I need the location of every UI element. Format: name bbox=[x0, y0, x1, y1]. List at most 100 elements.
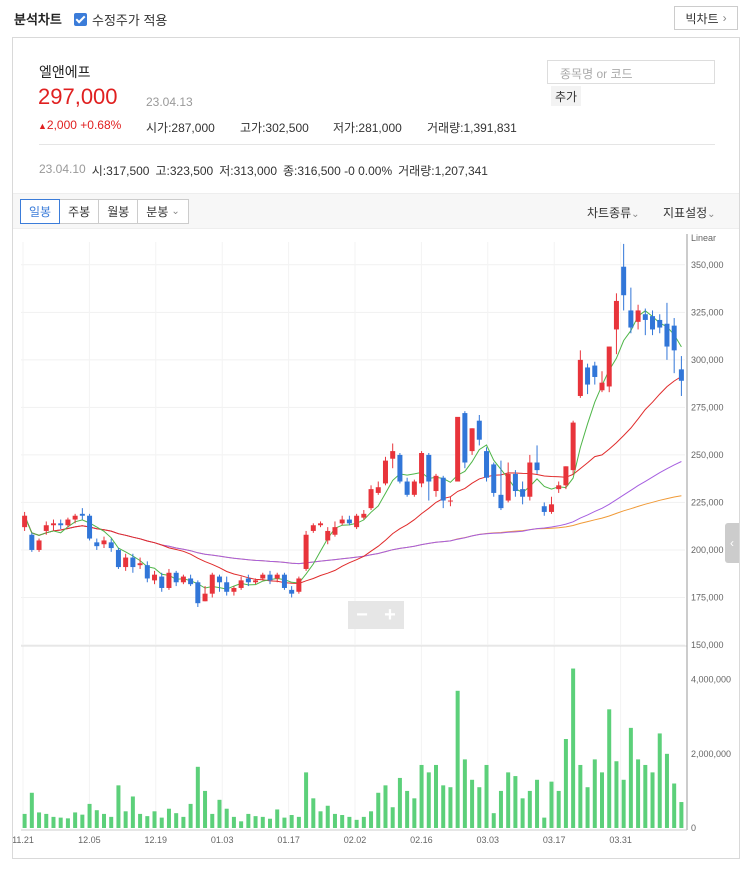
volume-bar bbox=[383, 785, 388, 828]
ma120-line bbox=[24, 495, 682, 565]
candle-body bbox=[289, 589, 295, 594]
candle-body bbox=[375, 487, 381, 493]
candle-body bbox=[592, 365, 598, 377]
volume-bar bbox=[462, 759, 467, 828]
candle-body bbox=[325, 530, 331, 541]
candle-body bbox=[202, 593, 208, 602]
volume-bar bbox=[672, 783, 677, 828]
candle-body bbox=[94, 542, 100, 547]
volume-bar bbox=[369, 811, 374, 828]
adjusted-price-toggle[interactable]: 수정주가 적용 bbox=[74, 10, 167, 29]
candle-body bbox=[642, 314, 648, 320]
candle-body bbox=[411, 481, 417, 495]
volume-bar bbox=[484, 764, 489, 828]
x-tick-label: 02.02 bbox=[344, 835, 367, 845]
volume-bar bbox=[434, 764, 438, 828]
candle-body bbox=[123, 557, 129, 568]
volume-bar bbox=[664, 753, 669, 828]
chart-type-menu[interactable]: 차트종류⌄ bbox=[587, 204, 640, 221]
ma60-line bbox=[24, 461, 682, 565]
x-tick-label: 01.17 bbox=[277, 835, 300, 845]
volume-bar bbox=[138, 813, 143, 828]
volume-bar bbox=[549, 781, 554, 828]
up-triangle-icon: ▲ bbox=[38, 121, 47, 131]
candle-body bbox=[188, 578, 194, 585]
volume-bar bbox=[470, 779, 475, 828]
candle-body bbox=[476, 420, 482, 440]
current-price: 297,000 bbox=[38, 84, 118, 109]
volume-tick-label: 0 bbox=[691, 823, 696, 833]
volume-bar bbox=[73, 812, 78, 828]
candlestick-chart[interactable]: Linear 350,000 325,000 300,000 275,000 250,00… bbox=[13, 230, 739, 858]
volume-bar bbox=[253, 816, 258, 828]
tab-monthly[interactable]: 월봉 bbox=[98, 199, 139, 224]
volume-bar bbox=[188, 803, 193, 828]
candle-body bbox=[144, 565, 150, 579]
candle-body bbox=[87, 515, 93, 539]
volume-bar bbox=[203, 790, 208, 828]
price-change: ▲2,000 +0.68% bbox=[38, 118, 121, 132]
volume-bar bbox=[650, 772, 655, 828]
candle-body bbox=[231, 587, 237, 592]
side-panel-handle[interactable]: ‹ bbox=[725, 523, 739, 563]
chevron-down-icon: ⌄ bbox=[171, 206, 180, 217]
candle-body bbox=[108, 542, 114, 549]
volume-bar bbox=[311, 798, 316, 828]
candle-body bbox=[426, 454, 432, 482]
zoom-out-button[interactable]: − bbox=[356, 603, 368, 626]
volume-bar bbox=[268, 818, 272, 828]
divider bbox=[39, 144, 715, 145]
volume-bar bbox=[585, 787, 590, 828]
x-tick-label: 03.03 bbox=[477, 835, 500, 845]
volume-bar bbox=[592, 759, 597, 828]
candle-body bbox=[310, 525, 316, 531]
candle-body bbox=[635, 310, 641, 322]
search-input[interactable]: 종목명 or 코드 bbox=[547, 60, 715, 84]
volume-bar bbox=[22, 813, 27, 828]
big-chart-label: 빅차트 bbox=[685, 11, 719, 26]
previous-day-info: 23.04.10 시:317,500 고:323,500 저:313,000 종… bbox=[39, 162, 488, 179]
prev-low: 저:313,000 bbox=[219, 164, 278, 178]
price-tick-label: 300,000 bbox=[691, 355, 724, 365]
volume-bar bbox=[325, 805, 330, 828]
volume-bar bbox=[578, 764, 583, 828]
indicator-menu[interactable]: 지표설정⌄ bbox=[663, 204, 716, 221]
volume-bar bbox=[210, 813, 215, 828]
volume-bar bbox=[123, 811, 128, 828]
tab-daily[interactable]: 일봉 bbox=[20, 199, 61, 224]
chart-type-label: 차트종류 bbox=[587, 206, 632, 220]
volume-tick-label: 2,000,000 bbox=[691, 749, 731, 759]
tab-minute[interactable]: 분봉 ⌄ bbox=[137, 199, 189, 224]
tab-weekly[interactable]: 주봉 bbox=[59, 199, 100, 224]
volume-bar bbox=[513, 776, 518, 828]
candle-body bbox=[548, 504, 554, 512]
candle-body bbox=[419, 453, 425, 484]
prev-open: 시:317,500 bbox=[91, 164, 150, 178]
volume-bar bbox=[296, 816, 301, 828]
prev-close: 종:316,500 -0 0.00% bbox=[283, 164, 393, 178]
adjusted-price-checkbox[interactable] bbox=[74, 13, 87, 26]
add-button[interactable]: 추가 bbox=[551, 86, 581, 106]
candle-body bbox=[606, 346, 612, 387]
candle-body bbox=[267, 574, 273, 581]
candle-body bbox=[245, 578, 251, 583]
volume-bar bbox=[405, 790, 410, 828]
volume-bar bbox=[159, 817, 164, 828]
candle-body bbox=[354, 515, 360, 528]
volume-bar bbox=[441, 785, 446, 828]
candle-body bbox=[455, 416, 461, 482]
volume-bar bbox=[51, 816, 56, 828]
candle-body bbox=[260, 574, 266, 579]
volume-bar bbox=[354, 819, 359, 828]
volume-bar bbox=[44, 813, 49, 828]
candle-body bbox=[368, 489, 374, 509]
candle-body bbox=[339, 519, 345, 524]
candle-body bbox=[209, 574, 215, 594]
zoom-in-button[interactable]: + bbox=[384, 603, 396, 626]
candle-body bbox=[152, 574, 158, 581]
chart-toolbar: 일봉 주봉 월봉 분봉 ⌄ 차트종류⌄ 지표설정⌄ bbox=[13, 193, 739, 229]
price-tick-label: 350,000 bbox=[691, 260, 724, 270]
big-chart-button[interactable]: 빅차트 › bbox=[674, 6, 738, 30]
volume-bar bbox=[231, 816, 236, 828]
candle-body bbox=[274, 574, 280, 579]
